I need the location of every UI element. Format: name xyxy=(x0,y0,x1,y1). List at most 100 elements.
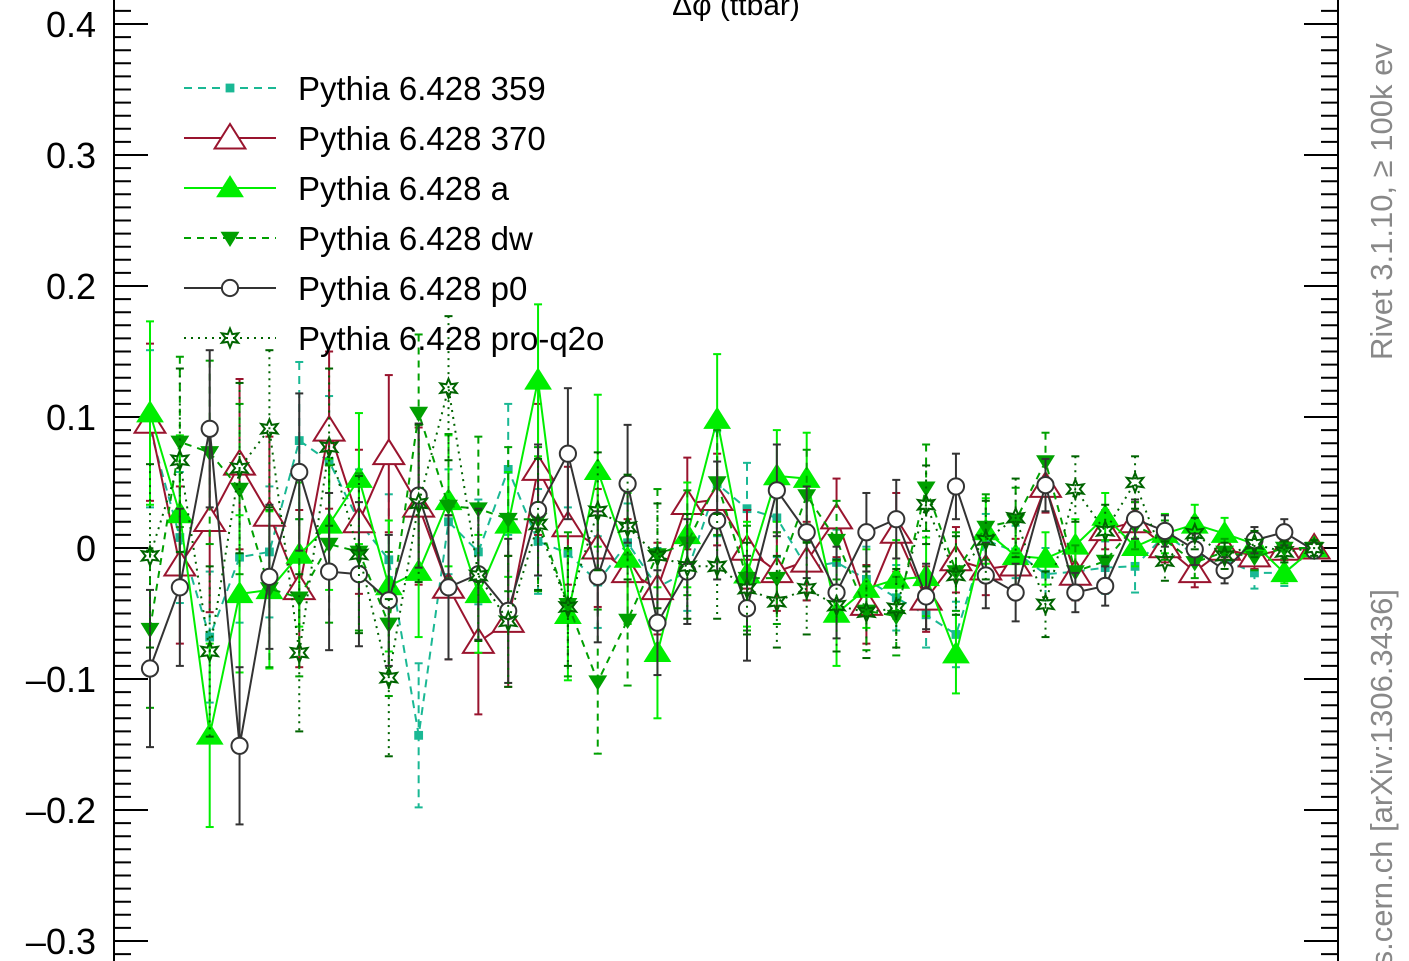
marker-circle-open xyxy=(558,444,578,463)
marker-star xyxy=(199,639,221,664)
legend-entry-5: Pythia 6.428 p0 xyxy=(184,270,527,307)
marker-star xyxy=(258,416,280,441)
marker-star xyxy=(1184,521,1206,546)
marker-square xyxy=(225,83,235,93)
marker-circle-open xyxy=(767,481,786,500)
marker-circle-open xyxy=(320,562,339,581)
marker-triangle-down xyxy=(289,591,309,607)
marker-triangle-open xyxy=(371,437,407,466)
marker-star xyxy=(885,596,907,621)
marker-circle-open xyxy=(648,613,667,632)
marker-circle-open xyxy=(1096,576,1115,596)
marker-triangle-open xyxy=(311,414,347,442)
marker-triangle xyxy=(216,175,244,198)
chart-title: Δφ (ttbar) xyxy=(672,0,800,22)
marker-triangle-down xyxy=(1215,545,1235,561)
marker-star xyxy=(557,594,579,620)
marker-circle-open xyxy=(917,587,936,606)
marker-circle-open xyxy=(439,578,458,597)
marker-star xyxy=(1034,592,1057,617)
marker-star xyxy=(796,576,818,601)
marker-circle-open xyxy=(1125,510,1145,529)
legend-label: Pythia 6.428 pro-q2o xyxy=(298,320,604,357)
marker-star xyxy=(706,554,728,579)
marker-circle-open xyxy=(887,510,906,529)
marker-star xyxy=(318,434,340,460)
series-layer xyxy=(132,303,1332,829)
marker-circle-open xyxy=(1036,476,1055,495)
marker-star xyxy=(378,665,400,690)
legend-entry-6: Pythia 6.428 pro-q2o xyxy=(184,320,604,357)
marker-star xyxy=(1303,535,1325,561)
marker-circle-open xyxy=(976,566,995,585)
y-tick-label: 0.1 xyxy=(46,397,96,438)
marker-triangle xyxy=(942,641,970,664)
marker-triangle-down xyxy=(588,675,608,691)
marker-star xyxy=(646,543,669,569)
marker-triangle-down xyxy=(1095,554,1115,571)
legend-label: Pythia 6.428 370 xyxy=(298,120,546,157)
marker-star xyxy=(467,563,489,588)
marker-star xyxy=(139,543,161,569)
marker-circle-open xyxy=(1155,521,1175,541)
marker-circle-open xyxy=(1275,523,1294,542)
y-tick-label: 0.4 xyxy=(46,4,96,45)
series-line xyxy=(149,421,1315,644)
marker-star xyxy=(1214,543,1236,569)
marker-square xyxy=(414,730,424,740)
legend-label: Pythia 6.428 dw xyxy=(298,220,533,257)
marker-triangle xyxy=(136,400,164,423)
series-1 xyxy=(145,349,1319,809)
marker-star xyxy=(348,542,370,567)
marker-triangle xyxy=(1031,545,1060,568)
marker-triangle-down xyxy=(916,481,936,497)
marker-triangle xyxy=(225,580,254,604)
marker-circle-open xyxy=(1006,583,1025,602)
y-tick-label: 0 xyxy=(76,528,96,569)
series-2 xyxy=(132,342,1332,716)
marker-triangle xyxy=(1091,503,1120,526)
y-tick-label: –0.2 xyxy=(26,790,96,831)
marker-star xyxy=(975,527,997,553)
marker-star xyxy=(169,448,191,473)
marker-triangle-down xyxy=(827,533,846,550)
marker-circle-open xyxy=(200,419,219,438)
legend-entry-3: Pythia 6.428 a xyxy=(184,170,510,207)
legend-label: Pythia 6.428 a xyxy=(298,170,510,207)
marker-circle-open xyxy=(588,567,607,586)
marker-star xyxy=(527,512,549,537)
marker-triangle-down xyxy=(618,613,638,630)
marker-triangle-down xyxy=(230,482,249,499)
legend-entry-2: Pythia 6.428 370 xyxy=(184,120,546,157)
marker-triangle-open xyxy=(212,122,248,150)
marker-circle-open xyxy=(1215,561,1234,580)
marker-star xyxy=(676,554,698,579)
marker-square xyxy=(503,465,513,474)
marker-triangle-down xyxy=(170,435,190,451)
legend-entry-4: Pythia 6.428 dw xyxy=(184,220,533,257)
marker-star xyxy=(945,563,967,588)
y-tick-label: –0.3 xyxy=(26,921,96,961)
marker-triangle xyxy=(1270,560,1299,583)
y-tick-label: 0.2 xyxy=(46,266,96,307)
marker-star xyxy=(228,455,251,481)
marker-triangle-down xyxy=(220,231,240,247)
series-line xyxy=(149,428,1315,746)
marker-star xyxy=(855,600,877,625)
series-line xyxy=(149,412,1315,685)
series-4 xyxy=(140,333,1324,755)
marker-circle-open xyxy=(140,659,160,678)
marker-star xyxy=(1154,548,1176,574)
marker-triangle xyxy=(524,367,552,390)
y-tick-label: 0.3 xyxy=(46,135,96,176)
marker-star xyxy=(1005,505,1027,531)
marker-circle-open xyxy=(260,567,279,586)
y-tick-label: –0.1 xyxy=(26,659,96,700)
marker-triangle xyxy=(583,457,612,480)
marker-star xyxy=(437,376,460,401)
series-line xyxy=(149,428,1315,736)
marker-star xyxy=(617,514,639,540)
marker-star xyxy=(736,576,758,601)
marker-star xyxy=(497,609,519,634)
